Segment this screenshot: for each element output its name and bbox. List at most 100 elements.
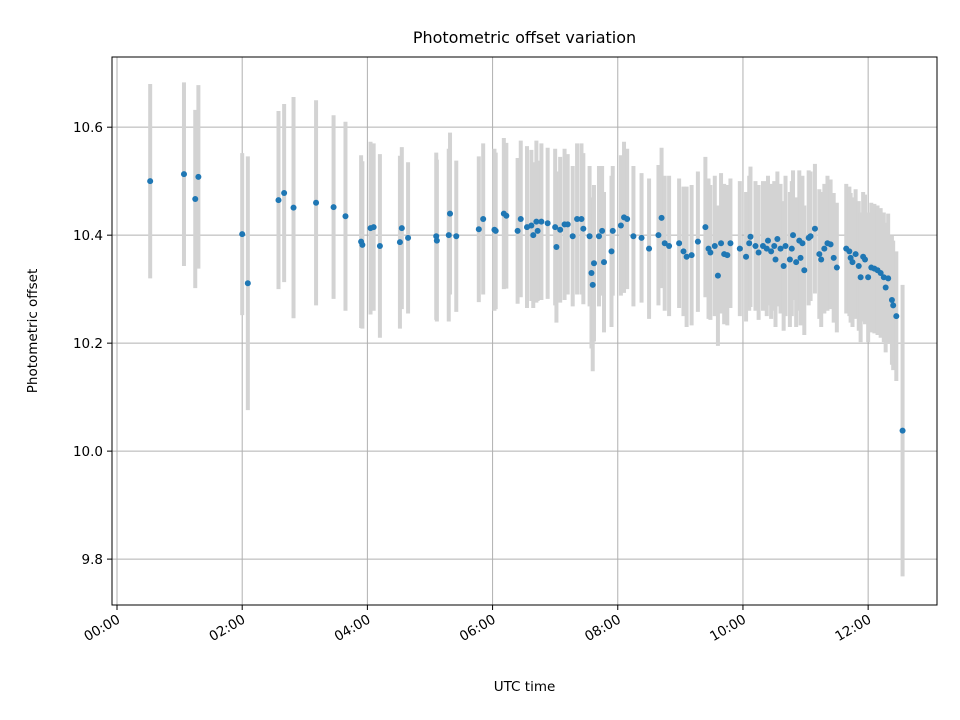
data-point (771, 242, 778, 249)
x-axis-label: UTC time (494, 679, 556, 695)
data-point (553, 244, 560, 251)
data-point (763, 245, 770, 252)
data-point (564, 221, 571, 228)
data-point (793, 259, 800, 266)
data-point (376, 242, 383, 249)
data-point (857, 274, 864, 281)
data-point (244, 280, 251, 287)
data-point (707, 249, 714, 256)
data-point (747, 233, 754, 240)
data-point (480, 215, 487, 222)
data-point (790, 232, 797, 239)
data-point (586, 233, 593, 240)
data-point (617, 222, 624, 229)
data-point (786, 256, 793, 263)
data-point (589, 281, 596, 288)
data-point (503, 212, 510, 219)
data-point (827, 241, 834, 248)
data-point (492, 227, 499, 234)
data-point (797, 254, 804, 261)
data-point (534, 227, 541, 234)
data-point (514, 227, 521, 234)
data-point (569, 233, 576, 240)
data-point (801, 267, 808, 274)
data-point (666, 242, 673, 249)
data-point (736, 245, 743, 252)
data-point (849, 259, 856, 266)
data-point (764, 237, 771, 244)
data-point (405, 234, 412, 241)
data-point (816, 251, 823, 258)
data-point (646, 245, 653, 252)
data-point (774, 235, 781, 242)
data-point (445, 232, 452, 239)
data-point (711, 242, 718, 249)
data-point (676, 240, 683, 247)
data-point (281, 190, 288, 197)
data-point (239, 231, 246, 238)
data-point (638, 234, 645, 241)
data-point (574, 215, 581, 222)
axes-frame (111, 56, 938, 606)
data-point (683, 253, 690, 260)
data-point (624, 215, 631, 222)
data-point (865, 274, 872, 281)
data-point (855, 262, 862, 269)
data-point (724, 252, 731, 259)
data-point (830, 254, 837, 261)
data-point (595, 233, 602, 240)
data-point (780, 262, 787, 269)
data-point (342, 213, 349, 220)
data-point (899, 427, 906, 434)
data-point (727, 240, 734, 247)
data-point (852, 251, 859, 258)
data-point (807, 233, 814, 240)
y-tick-label: 10.0 (73, 444, 103, 460)
data-point (453, 233, 460, 240)
data-point (714, 272, 721, 279)
data-point (530, 232, 537, 239)
data-point (888, 296, 895, 303)
data-point (599, 227, 606, 234)
data-point (862, 256, 869, 263)
data-point (192, 195, 199, 202)
data-point (275, 197, 282, 204)
data-point (890, 302, 897, 309)
data-point (195, 173, 202, 180)
data-point (370, 224, 377, 231)
data-point (517, 215, 524, 222)
data-point (833, 264, 840, 271)
y-axis-ticks: 9.8 10.0 10.2 10.4 10.6 (73, 120, 112, 568)
data-point (147, 178, 154, 185)
data-point (877, 269, 884, 276)
data-point (557, 226, 564, 233)
data-point (180, 171, 187, 178)
y-tick-label: 10.2 (73, 336, 103, 352)
data-point (552, 224, 559, 231)
data-point (743, 253, 750, 260)
data-point (688, 252, 695, 259)
data-point (630, 233, 637, 240)
data-point (694, 238, 701, 245)
data-point (821, 245, 828, 252)
data-point (718, 240, 725, 247)
data-point (590, 260, 597, 267)
y-axis-label: Photometric offset (25, 269, 41, 393)
data-point (313, 199, 320, 206)
data-point (882, 284, 889, 291)
data-point (658, 214, 665, 221)
data-point (447, 210, 454, 217)
data-point (580, 225, 587, 232)
data-point (433, 237, 440, 244)
data-point (578, 215, 585, 222)
data-point (544, 220, 551, 227)
data-point (893, 313, 900, 320)
data-point (755, 249, 762, 256)
data-point (359, 241, 366, 248)
data-point (290, 204, 297, 211)
data-points (147, 171, 906, 434)
data-point (788, 245, 795, 252)
data-point (846, 248, 853, 255)
